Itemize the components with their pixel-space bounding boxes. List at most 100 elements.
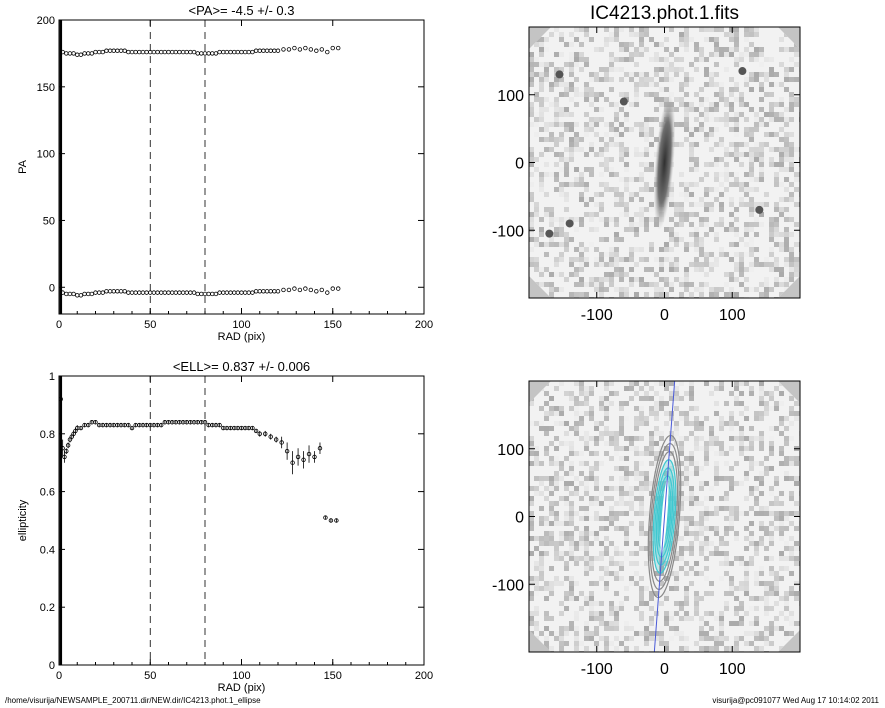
data-point (184, 49, 189, 55)
position-angle-line (653, 380, 676, 653)
data-point (62, 454, 67, 460)
data-point (314, 289, 319, 294)
field-star (555, 70, 564, 79)
x-tick-label: 100 (232, 319, 250, 331)
data-point (272, 289, 277, 294)
data-point (184, 290, 189, 295)
data-point (166, 290, 171, 295)
data-point (308, 47, 314, 52)
data-point (180, 290, 186, 295)
y-tick-label: 0.4 (40, 544, 55, 556)
data-point (312, 454, 317, 460)
data-point (202, 51, 208, 56)
data-point (328, 518, 334, 523)
data-point (228, 290, 233, 295)
y-tick-label: 150 (37, 82, 55, 94)
y-tick-label: 0 (515, 156, 524, 173)
data-point (206, 51, 211, 56)
data-point (330, 45, 335, 51)
data-point (253, 289, 259, 294)
y-tick-label: 0.2 (40, 602, 55, 614)
data-point (78, 52, 84, 57)
x-tick-label: 100 (232, 670, 250, 682)
plot-frame (58, 375, 425, 666)
data-point (308, 287, 314, 293)
x-tick-label: 50 (144, 319, 156, 331)
data-point (246, 290, 251, 295)
data-point (268, 434, 273, 439)
data-point (93, 290, 98, 295)
data-point (173, 49, 178, 55)
data-point (319, 47, 324, 52)
data-point (253, 428, 259, 434)
x-tick-label: 200 (415, 670, 433, 682)
data-point (273, 437, 279, 442)
data-point (64, 291, 69, 297)
data-point (64, 51, 69, 56)
data-point (217, 49, 222, 55)
x-tick-label: 0 (660, 307, 669, 324)
data-point (199, 291, 204, 297)
data-point (334, 518, 339, 523)
y-tick-label: 200 (37, 15, 55, 27)
data-point (85, 291, 91, 297)
data-point (235, 290, 241, 295)
data-point (257, 431, 262, 436)
data-point (317, 446, 323, 451)
data-point (78, 425, 84, 431)
y-tick-label: 50 (43, 215, 55, 227)
data-point (261, 48, 266, 53)
x-tick-label: -100 (581, 307, 613, 324)
data-point (221, 290, 226, 295)
data-point (272, 48, 277, 53)
data-point (122, 48, 127, 53)
data-point (231, 290, 237, 295)
y-axis-label: PA (17, 159, 29, 174)
data-point (169, 49, 175, 55)
x-tick-label: 0 (56, 670, 62, 682)
field-star (755, 205, 764, 214)
data-point (104, 289, 109, 294)
image-panel-img1: -100 0 100 -100 0 100 IC4213.phot.1.fits (492, 3, 801, 324)
data-point (268, 48, 273, 53)
data-point (292, 45, 297, 51)
data-point (290, 460, 295, 465)
data-point (210, 291, 215, 297)
data-point (82, 291, 87, 297)
data-point (191, 49, 197, 55)
data-point (235, 49, 241, 55)
data-point (140, 49, 146, 55)
data-point (115, 289, 120, 294)
data-point (58, 396, 64, 402)
data-point (202, 420, 208, 425)
y-tick-label: 0 (515, 510, 524, 527)
data-point (242, 290, 248, 295)
data-point (78, 293, 84, 298)
data-point (122, 289, 127, 294)
data-point (177, 290, 182, 295)
data-point (213, 291, 219, 297)
data-point (67, 51, 73, 56)
noise-pixels (529, 27, 800, 298)
data-point (144, 49, 149, 55)
data-point (210, 51, 215, 56)
data-point (297, 47, 303, 52)
data-point (319, 287, 324, 293)
data-point (71, 291, 76, 297)
data-point (188, 49, 193, 55)
data-point (151, 290, 157, 295)
x-axis-label: RAD (pix) (218, 682, 266, 694)
data-point (111, 48, 116, 53)
data-point (253, 48, 259, 53)
data-point (325, 49, 330, 55)
data-point (202, 291, 208, 297)
data-point (284, 448, 290, 454)
data-point (217, 290, 222, 295)
field-star (545, 229, 554, 238)
data-point (268, 289, 273, 294)
data-point (162, 290, 168, 295)
data-point (173, 290, 178, 295)
data-point (264, 289, 270, 294)
data-point (82, 51, 87, 56)
data-point (224, 290, 230, 295)
